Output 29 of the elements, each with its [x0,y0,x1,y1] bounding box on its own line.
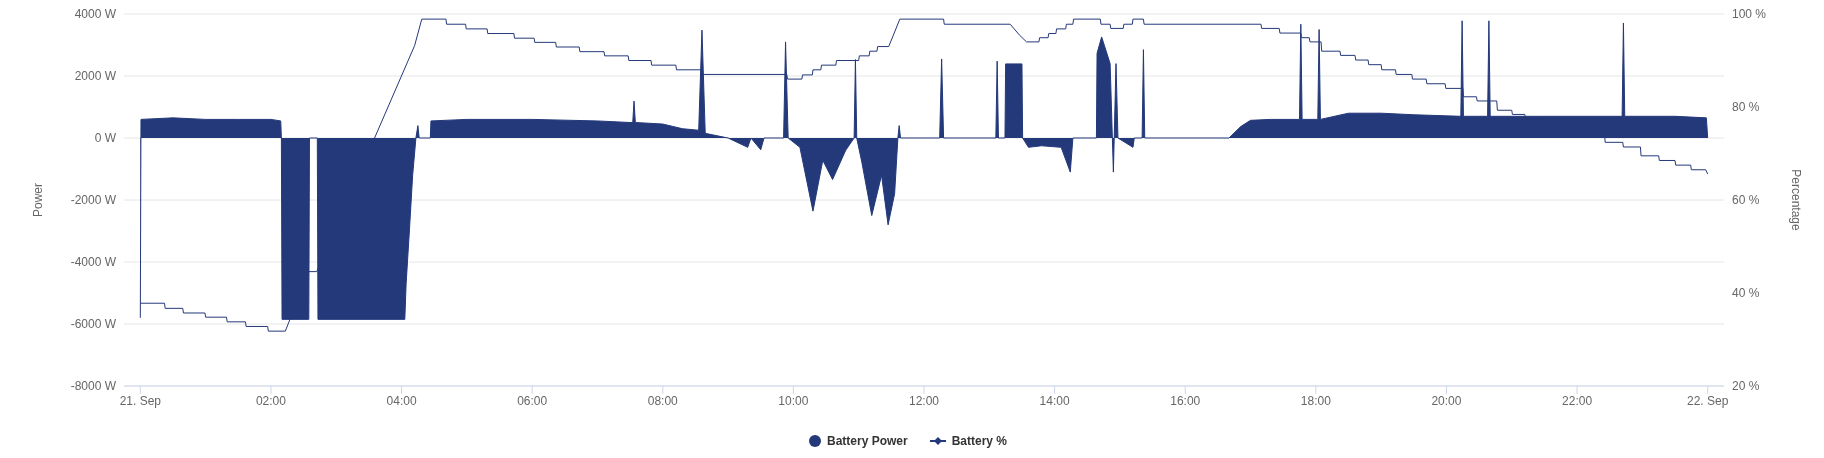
y-tick-label: -6000 W [70,317,117,332]
y2-tick-label: 60 % [1732,193,1760,208]
x-tick-label: 04:00 [386,393,417,408]
x-tick-label: 10:00 [778,393,809,408]
y-axis-title: Power [31,182,46,218]
y-tick-label: -2000 W [70,193,117,208]
y2-tick-label: 100 % [1732,7,1767,22]
x-tick-label: 18:00 [1300,393,1332,408]
legend-label: Battery Power [826,434,908,448]
y2-tick-label: 40 % [1732,286,1760,301]
y-tick-label: 2000 W [74,69,117,84]
y2-tick-label: 80 % [1732,100,1760,115]
x-tick-label: 06:00 [517,393,548,408]
x-tick-label: 08:00 [647,393,679,408]
x-tick-label: 22:00 [1562,393,1593,408]
x-tick-label: 14:00 [1039,393,1070,408]
legend-label: Battery % [951,434,1008,448]
y-tick-label: -4000 W [70,255,117,270]
x-tick-label: 02:00 [255,393,287,408]
x-tick-label: 21. Sep [119,393,162,408]
y2-axis-title: Percentage [1788,169,1803,232]
x-tick-label: 22. Sep [1686,393,1729,408]
x-tick-label: 20:00 [1431,393,1462,408]
y-tick-label: -8000 W [70,379,117,394]
y-tick-label: 0 W [94,131,117,146]
x-tick-label: 16:00 [1170,393,1201,408]
x-tick-label: 12:00 [908,393,940,408]
y-tick-label: 4000 W [74,7,117,22]
y2-tick-label: 20 % [1732,379,1760,394]
